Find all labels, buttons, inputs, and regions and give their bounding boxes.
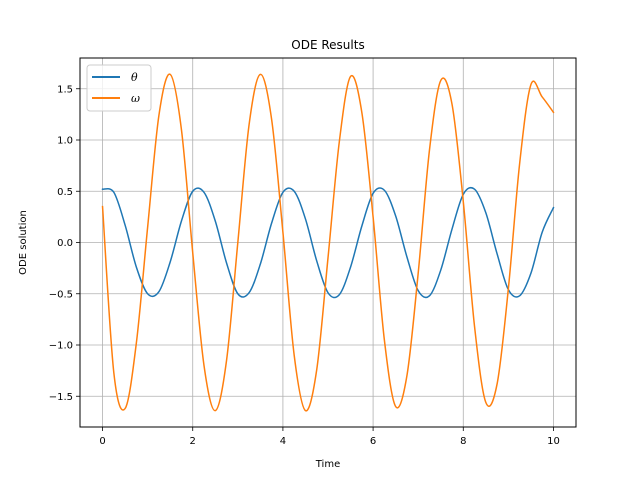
y-tick-label: −0.5 xyxy=(49,289,73,300)
x-tick-label: 10 xyxy=(547,436,560,447)
legend-label-omega: ω xyxy=(131,92,140,105)
y-tick-label: −1.0 xyxy=(49,341,73,352)
plot-series xyxy=(101,73,555,412)
series-line-theta xyxy=(101,186,555,299)
x-tick-label: 0 xyxy=(99,436,105,447)
legend: θ ω xyxy=(86,64,152,112)
series-line-omega xyxy=(101,73,555,412)
axis-ticks: 0 2 4 6 8 10 −1.5 −1.0 −0.5 0.0 0.5 1.0 1.5 xyxy=(49,84,560,447)
y-tick-label: 1.0 xyxy=(57,136,73,147)
x-tick-label: 4 xyxy=(280,436,286,447)
legend-label-theta: θ xyxy=(131,71,138,84)
x-tick-label: 8 xyxy=(460,436,466,447)
y-tick-label: 1.5 xyxy=(57,84,73,95)
y-tick-label: 0.0 xyxy=(57,238,73,249)
legend-box xyxy=(86,64,152,112)
x-tick-label: 6 xyxy=(370,436,376,447)
x-tick-label: 2 xyxy=(190,436,196,447)
y-tick-label: −1.5 xyxy=(49,392,73,403)
y-tick-label: 0.5 xyxy=(57,187,73,198)
y-axis-label: ODE solution xyxy=(18,210,29,275)
x-axis-label: Time xyxy=(315,459,340,470)
chart-title: ODE Results xyxy=(291,38,364,52)
